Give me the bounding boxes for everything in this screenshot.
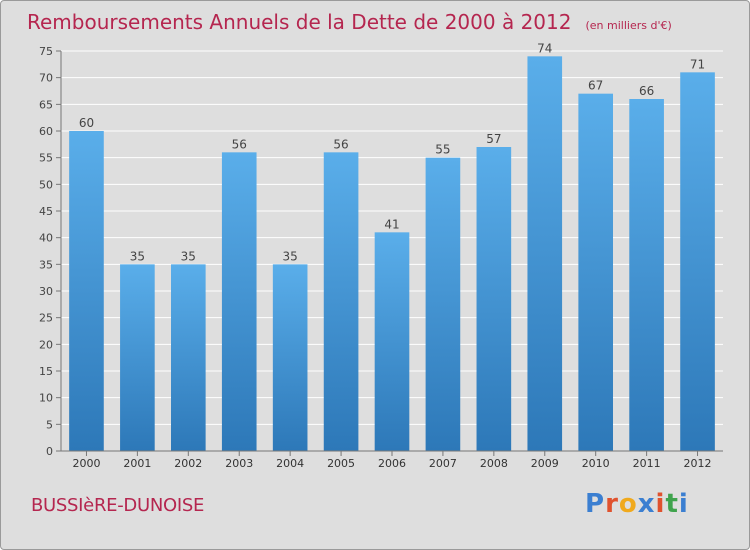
bar-2000 bbox=[69, 131, 104, 451]
x-tick-label-2011: 2011 bbox=[633, 457, 661, 470]
y-tick-label: 10 bbox=[39, 392, 53, 405]
data-label-2003: 56 bbox=[232, 137, 247, 151]
y-tick-label: 15 bbox=[39, 365, 53, 378]
data-label-2011: 66 bbox=[639, 84, 654, 98]
y-tick-label: 20 bbox=[39, 338, 53, 351]
y-tick-label: 0 bbox=[46, 445, 53, 458]
x-tick-label-2002: 2002 bbox=[174, 457, 202, 470]
bars bbox=[69, 56, 715, 452]
logo-letter: x bbox=[637, 489, 656, 519]
data-label-2012: 71 bbox=[690, 57, 705, 71]
data-label-2008: 57 bbox=[486, 132, 501, 146]
y-tick-label: 45 bbox=[39, 205, 53, 218]
logo-letter: o bbox=[618, 489, 638, 519]
y-tick-label: 75 bbox=[39, 45, 53, 58]
bar-2007 bbox=[425, 157, 461, 451]
data-label-2000: 60 bbox=[79, 116, 94, 130]
bar-2008 bbox=[476, 147, 512, 451]
logo-letter: i bbox=[678, 489, 689, 519]
bar-2002 bbox=[170, 264, 206, 451]
data-labels: 60 35 35 56 35 56 41 55 57 74 67 66 71 bbox=[79, 41, 705, 263]
x-tick-label-2012: 2012 bbox=[684, 457, 712, 470]
x-tick-label-2000: 2000 bbox=[72, 457, 100, 470]
x-tick-label-2007: 2007 bbox=[429, 457, 457, 470]
x-tick-label-2008: 2008 bbox=[480, 457, 508, 470]
x-tick-label-2003: 2003 bbox=[225, 457, 253, 470]
y-tick-label: 70 bbox=[39, 72, 53, 85]
bar-2003 bbox=[221, 152, 257, 452]
x-tick-label-2005: 2005 bbox=[327, 457, 355, 470]
bar-2004 bbox=[272, 264, 308, 451]
y-axis: 0 5 10 15 20 25 30 35 40 45 50 55 60 65 70 75 bbox=[39, 45, 62, 458]
x-tick-label-2004: 2004 bbox=[276, 457, 304, 470]
bar-2009 bbox=[527, 56, 563, 451]
bar-2001 bbox=[120, 264, 155, 451]
y-tick-label: 55 bbox=[39, 152, 53, 165]
data-label-2007: 55 bbox=[435, 143, 450, 157]
data-label-2002: 35 bbox=[181, 249, 196, 263]
logo-letter: P bbox=[585, 489, 606, 519]
data-label-2009: 74 bbox=[537, 41, 552, 55]
y-tick-label: 60 bbox=[39, 125, 53, 138]
bar-2010 bbox=[578, 93, 614, 452]
data-label-2001: 35 bbox=[130, 249, 145, 263]
x-tick-label-2009: 2009 bbox=[531, 457, 559, 470]
data-label-2004: 35 bbox=[283, 249, 298, 263]
proxiti-logo: Proxiti bbox=[585, 489, 689, 519]
logo-letter: i bbox=[655, 489, 666, 519]
y-tick-label: 5 bbox=[46, 418, 53, 431]
data-label-2010: 67 bbox=[588, 79, 603, 93]
chart-title-text: Remboursements Annuels de la Dette de 20… bbox=[27, 10, 571, 34]
commune-name: BUSSIèRE-DUNOISE bbox=[31, 495, 205, 516]
y-tick-label: 30 bbox=[39, 285, 53, 298]
bar-2012 bbox=[680, 72, 715, 451]
data-label-2006: 41 bbox=[384, 217, 399, 231]
y-tick-label: 40 bbox=[39, 232, 53, 245]
x-tick-label-2001: 2001 bbox=[123, 457, 151, 470]
x-axis: 2000 2001 2002 2003 2004 2005 2006 2007 2008 2009… bbox=[61, 450, 723, 470]
y-tick-label: 50 bbox=[39, 178, 53, 191]
bar-2006 bbox=[374, 232, 410, 451]
data-label-2005: 56 bbox=[333, 137, 348, 151]
chart-title: Remboursements Annuels de la Dette de 20… bbox=[27, 10, 672, 34]
bar-2005 bbox=[323, 152, 359, 452]
y-tick-label: 35 bbox=[39, 258, 53, 271]
logo-letter: r bbox=[605, 489, 619, 519]
x-tick-label-2010: 2010 bbox=[582, 457, 610, 470]
bar-2011 bbox=[629, 99, 664, 451]
y-tick-label: 25 bbox=[39, 312, 53, 325]
chart-unit-note: (en milliers d'€) bbox=[585, 19, 671, 32]
y-tick-label: 65 bbox=[39, 98, 53, 111]
x-tick-label-2006: 2006 bbox=[378, 457, 406, 470]
logo-letter: t bbox=[665, 489, 679, 519]
